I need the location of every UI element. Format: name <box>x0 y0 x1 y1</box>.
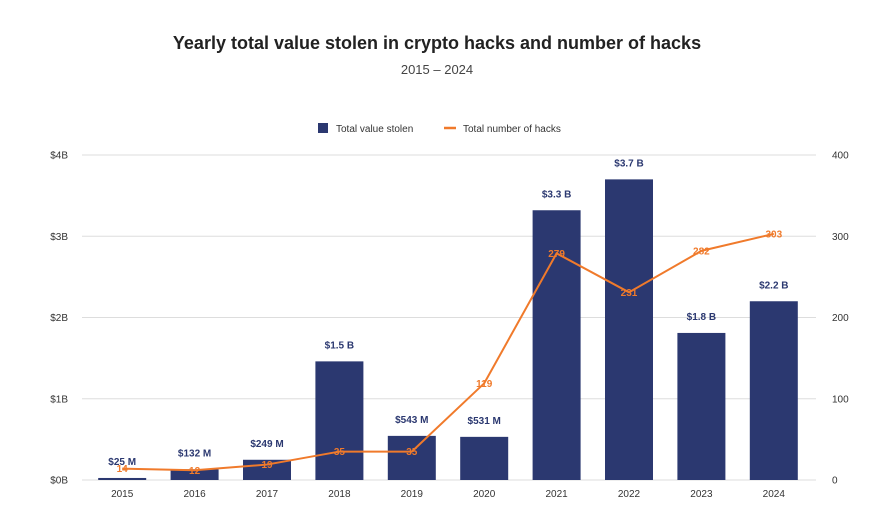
bar-value-label: $1.8 B <box>687 312 716 323</box>
left-tick-label: $2B <box>50 313 68 324</box>
left-tick-label: $3B <box>50 232 68 243</box>
right-tick-label: 300 <box>832 232 849 243</box>
bar <box>170 469 219 480</box>
hack-count-label: 19 <box>261 460 273 471</box>
hack-count-label: 279 <box>548 249 565 260</box>
bar-value-label: $3.7 B <box>614 158 643 169</box>
bar <box>387 435 436 480</box>
x-tick-label: 2017 <box>256 489 279 500</box>
x-tick-label: 2024 <box>763 489 786 500</box>
hacks-line <box>122 232 775 472</box>
hack-count-label: 35 <box>334 447 346 458</box>
bar-value-label: $2.2 B <box>759 280 788 291</box>
bar <box>315 361 364 480</box>
bar-value-label: $249 M <box>250 439 283 450</box>
hack-count-label: 231 <box>621 288 638 299</box>
x-tick-label: 2016 <box>183 489 206 500</box>
hack-count-label: 119 <box>476 379 493 390</box>
left-tick-label: $1B <box>50 394 68 405</box>
right-tick-label: 100 <box>832 394 849 405</box>
bar-value-label: $132 M <box>178 448 211 459</box>
bar-value-label: $25 M <box>108 457 136 468</box>
left-tick-label: $4B <box>50 151 68 162</box>
bar <box>98 477 147 480</box>
x-tick-label: 2020 <box>473 489 496 500</box>
bar <box>605 179 653 480</box>
x-tick-label: 2018 <box>328 489 351 500</box>
bar-value-label: $543 M <box>395 415 428 426</box>
legend-label-line: Total number of hacks <box>463 124 561 135</box>
hack-count-label: 12 <box>189 466 201 477</box>
bar <box>677 332 726 480</box>
x-tick-label: 2019 <box>401 489 424 500</box>
x-tick-label: 2023 <box>690 489 713 500</box>
x-tick-label: 2022 <box>618 489 641 500</box>
hack-count-label: 35 <box>406 447 418 458</box>
chart-subtitle: 2015 – 2024 <box>400 62 474 77</box>
left-tick-label: $0B <box>50 476 68 487</box>
hack-count-label: 303 <box>765 229 782 240</box>
legend-swatch-bar <box>318 123 328 133</box>
bar-value-label: $531 M <box>468 416 501 427</box>
hack-count-label: 282 <box>693 246 710 257</box>
hack-count-label: 14 <box>117 464 129 475</box>
bar <box>460 436 509 480</box>
x-tick-label: 2021 <box>545 489 568 500</box>
x-tick-label: 2015 <box>111 489 134 500</box>
chart-title: Yearly total value stolen in crypto hack… <box>172 33 702 53</box>
bar-value-label: $3.3 B <box>542 189 571 200</box>
legend-label-bar: Total value stolen <box>336 124 413 135</box>
right-tick-label: 200 <box>832 313 849 324</box>
bar <box>749 301 798 480</box>
bar-value-label: $1.5 B <box>325 340 354 351</box>
right-tick-label: 400 <box>832 151 849 162</box>
right-tick-label: 0 <box>832 476 838 487</box>
